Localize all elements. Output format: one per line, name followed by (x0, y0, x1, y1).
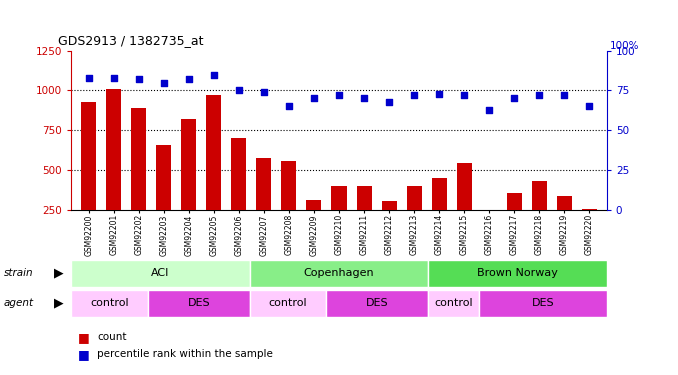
Text: control: control (268, 298, 307, 308)
Text: agent: agent (3, 298, 33, 308)
Bar (557, 196, 572, 250)
Text: ▶: ▶ (54, 297, 64, 310)
Point (233, 87, 244, 93)
Bar (407, 186, 422, 250)
Point (359, 96, 370, 102)
Point (508, 96, 519, 102)
Point (159, 80, 170, 86)
Text: GDS2913 / 1382735_at: GDS2913 / 1382735_at (58, 34, 203, 47)
Bar (281, 161, 296, 250)
Point (459, 92, 470, 98)
Point (534, 92, 544, 98)
Point (409, 92, 420, 98)
Text: ■: ■ (78, 348, 89, 361)
Point (434, 91, 445, 97)
Bar (71, 290, 148, 317)
Point (308, 96, 319, 102)
Bar (382, 201, 397, 250)
Bar (582, 209, 597, 250)
Text: Copenhagen: Copenhagen (304, 268, 374, 278)
Bar (231, 138, 246, 250)
Bar (71, 260, 250, 287)
Point (108, 75, 119, 81)
Bar (81, 102, 96, 250)
Bar (326, 290, 428, 317)
Bar (457, 163, 472, 250)
Bar (306, 200, 321, 250)
Text: ■: ■ (78, 331, 89, 344)
Text: control: control (90, 298, 129, 308)
Bar (357, 186, 372, 250)
Bar (250, 260, 428, 287)
Point (384, 99, 395, 105)
Point (483, 106, 494, 112)
Point (584, 104, 595, 110)
Text: percentile rank within the sample: percentile rank within the sample (97, 350, 273, 359)
Text: DES: DES (187, 298, 210, 308)
Bar (481, 211, 497, 250)
Bar (148, 290, 250, 317)
Bar (532, 180, 546, 250)
Point (258, 89, 269, 95)
Text: DES: DES (366, 298, 388, 308)
Bar (332, 186, 346, 250)
Point (334, 92, 344, 98)
Bar (250, 290, 326, 317)
Bar (106, 89, 121, 250)
Bar (206, 95, 221, 250)
Text: 100%: 100% (610, 40, 640, 51)
Point (83, 75, 94, 81)
Bar (181, 119, 197, 250)
Bar (479, 290, 607, 317)
Text: control: control (435, 298, 473, 308)
Point (208, 72, 219, 78)
Bar (432, 178, 447, 250)
Bar (428, 290, 479, 317)
Text: Brown Norway: Brown Norway (477, 268, 558, 278)
Text: ▶: ▶ (54, 267, 64, 280)
Bar (157, 145, 172, 250)
Text: strain: strain (3, 268, 33, 278)
Bar (428, 260, 607, 287)
Text: DES: DES (532, 298, 555, 308)
Point (184, 76, 195, 82)
Text: count: count (97, 333, 127, 342)
Point (283, 104, 294, 110)
Point (134, 76, 144, 82)
Bar (506, 193, 521, 250)
Bar (132, 108, 146, 250)
Point (559, 92, 570, 98)
Bar (256, 158, 271, 250)
Text: ACI: ACI (151, 268, 170, 278)
